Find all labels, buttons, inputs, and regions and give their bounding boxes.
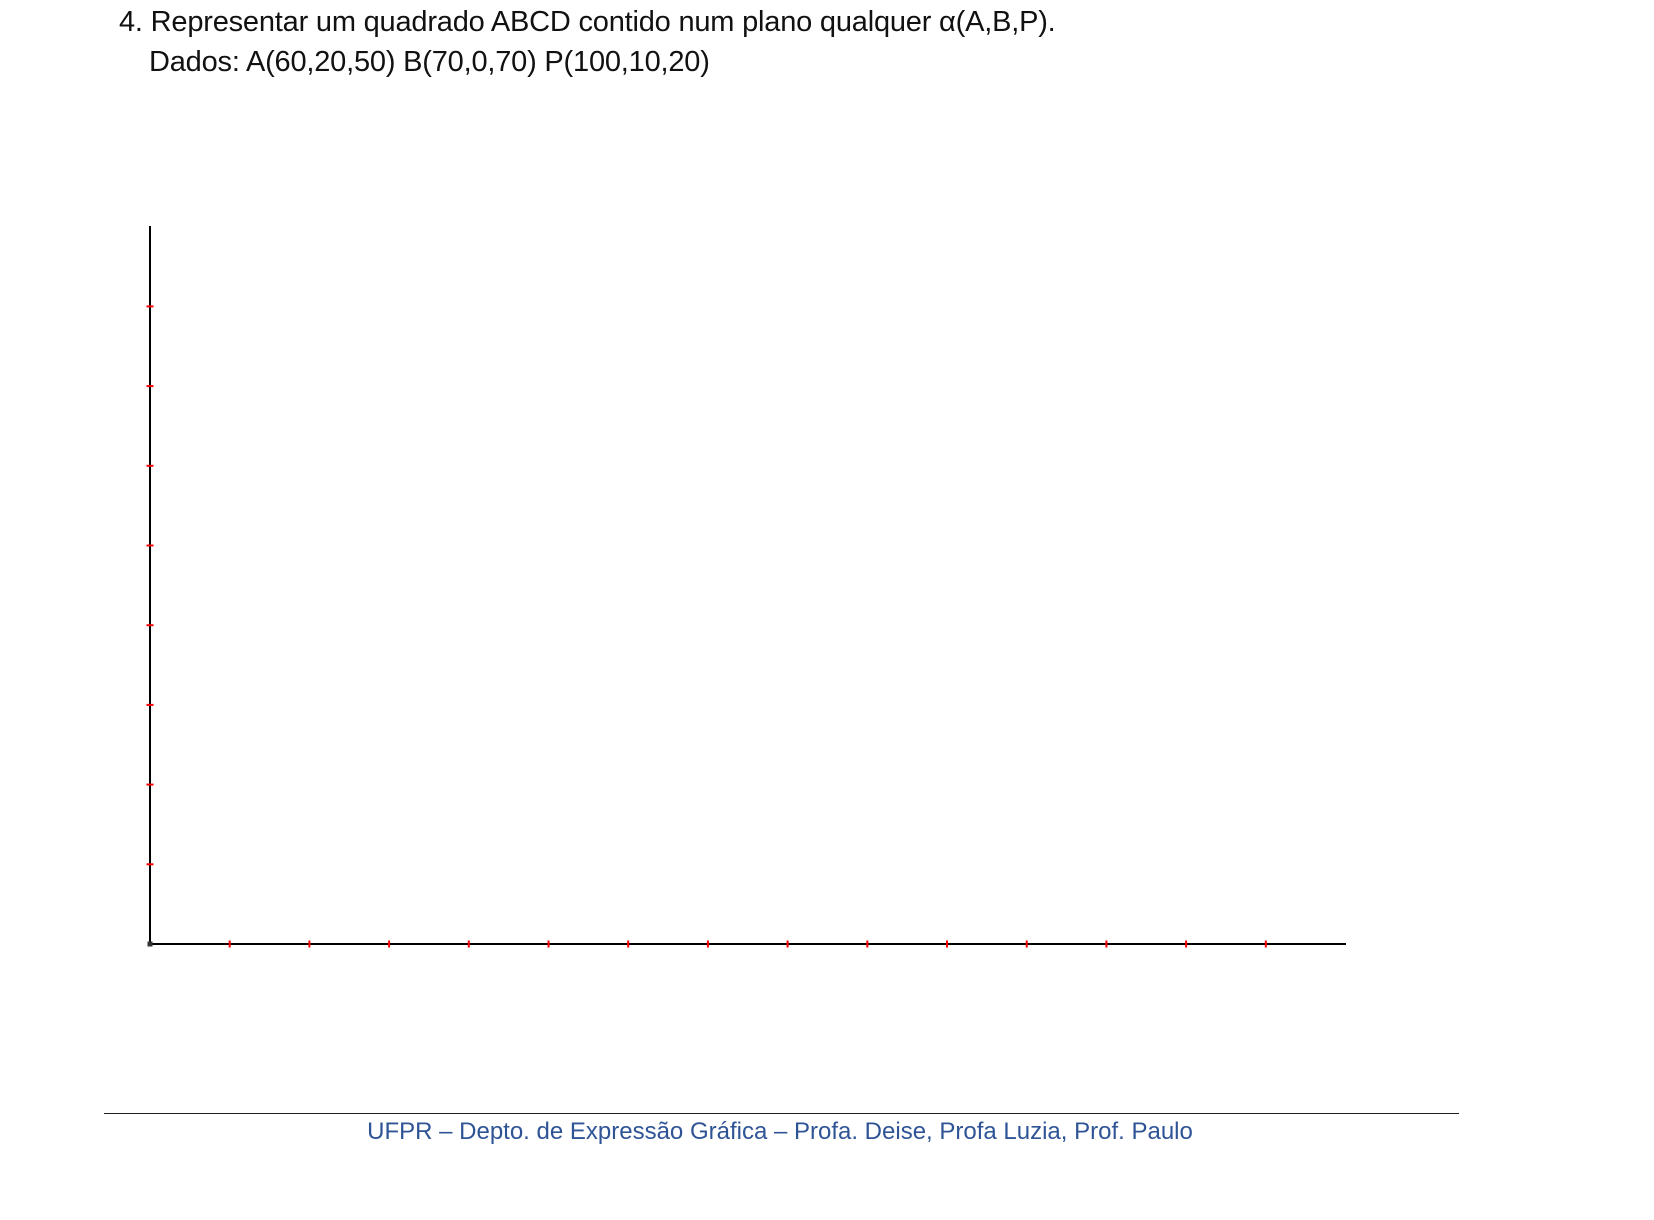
exercise-statement: 4. Representar um quadrado ABCD contido … <box>119 6 1056 38</box>
footer-text: UFPR – Depto. de Expressão Gráfica – Pro… <box>367 1118 1193 1145</box>
footer-rule <box>104 1113 1459 1114</box>
origin-mark <box>147 941 153 947</box>
axis-ticks <box>146 305 1267 948</box>
exercise-text: 4. Representar um quadrado ABCD contido … <box>119 2 1056 82</box>
exercise-data-line: Dados: A(60,20,50) B(70,0,70) P(100,10,2… <box>149 46 710 78</box>
